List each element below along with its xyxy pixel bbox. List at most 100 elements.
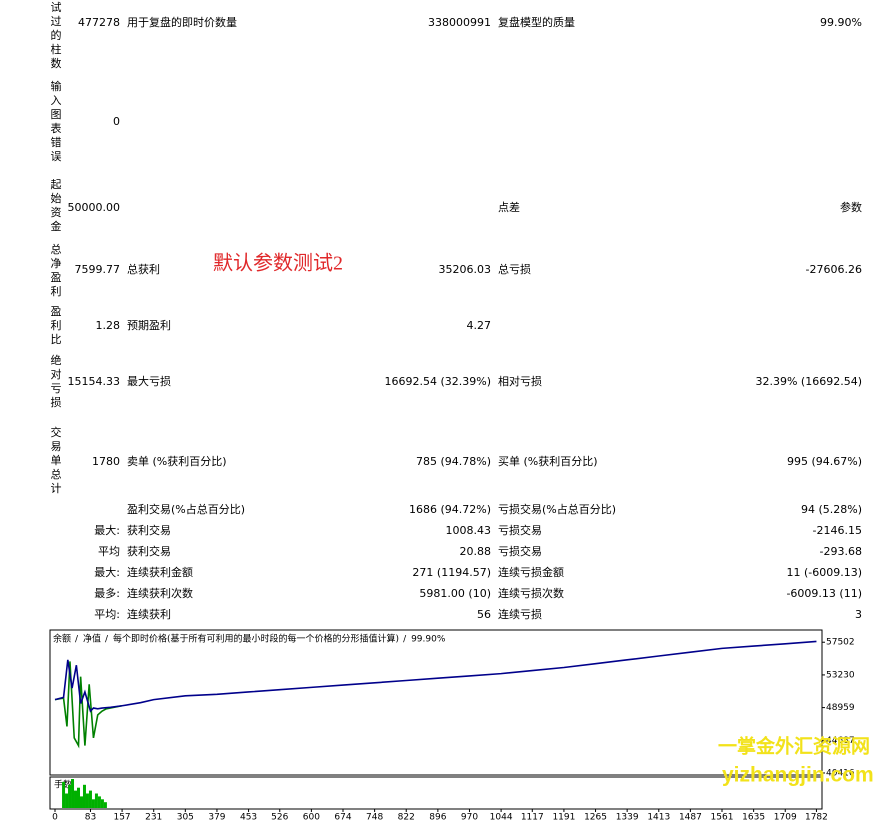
field-value: 94 (5.28%) xyxy=(801,503,862,516)
field-value: 11 (-6009.13) xyxy=(786,566,862,579)
field-label: 用于复盘的即时价数量 xyxy=(127,15,237,29)
field-label: 连续亏损 xyxy=(498,607,542,621)
legend-entry: 净值 xyxy=(83,633,101,645)
x-tick-label: 1709 xyxy=(774,813,797,823)
field-value: 1008.43 xyxy=(446,524,492,537)
legend-entry: 余额 xyxy=(53,633,71,645)
field-value: 7599.77 xyxy=(75,263,121,276)
lot-bar xyxy=(62,781,66,808)
field-value: 16692.54 (32.39%) xyxy=(384,375,491,388)
annotation: 默认参数测试2 xyxy=(213,252,343,275)
row-heading: 总净盈利 xyxy=(51,242,62,298)
field-label: 卖单 (%获利百分比) xyxy=(127,455,227,468)
field-value: 4.27 xyxy=(467,319,492,332)
field-value: 50000.00 xyxy=(68,201,121,214)
series-line xyxy=(54,640,817,713)
field-label: 最大亏损 xyxy=(127,374,171,388)
row-heading: 盈利比 xyxy=(51,305,62,346)
y-tick-label: 48959 xyxy=(826,703,855,713)
x-tick-label: 379 xyxy=(208,813,225,823)
field-value: 参数 xyxy=(840,200,862,214)
field-label: 复盘模型的质量 xyxy=(498,15,575,29)
lot-bar xyxy=(97,796,101,808)
field-value: 5981.00 (10) xyxy=(419,587,491,600)
field-value: 1686 (94.72%) xyxy=(409,503,491,516)
field-value: 785 (94.78%) xyxy=(416,455,491,468)
field-value: 338000991 xyxy=(428,16,491,29)
field-value: 15154.33 xyxy=(68,375,121,388)
chart-frame xyxy=(49,629,823,776)
lot-bar xyxy=(74,790,78,808)
field-value: -6009.13 (11) xyxy=(786,587,862,600)
lot-bar xyxy=(79,796,83,808)
field-label: 连续获利 xyxy=(127,607,171,621)
x-tick-label: 83 xyxy=(85,813,96,823)
field-label: 相对亏损 xyxy=(498,374,542,388)
x-tick-label: 1782 xyxy=(805,813,828,823)
lot-bar xyxy=(71,779,75,808)
row-heading: 起始资金 xyxy=(51,178,62,233)
field-value: 477278 xyxy=(78,16,120,29)
field-value: 最大: xyxy=(94,565,120,579)
lot-bar xyxy=(94,793,98,808)
y-tick-label: 57502 xyxy=(826,638,855,648)
x-tick-label: 1635 xyxy=(742,813,765,823)
row-heading: 试过的柱数 xyxy=(51,1,62,70)
field-value: 99.90% xyxy=(820,16,862,29)
series-line xyxy=(54,661,123,749)
field-value: -2146.15 xyxy=(813,524,862,537)
row-heading: 绝对亏损 xyxy=(51,353,62,409)
field-value: 35206.03 xyxy=(439,263,492,276)
x-tick-label: 305 xyxy=(177,813,194,823)
legend-separator: / xyxy=(403,635,407,645)
field-label: 买单 (%获利百分比) xyxy=(498,455,598,468)
x-tick-label: 453 xyxy=(240,813,257,823)
x-tick-label: 1413 xyxy=(647,813,670,823)
field-value: 平均 xyxy=(98,545,120,558)
field-value: 最多: xyxy=(94,586,120,600)
x-tick-label: 1191 xyxy=(552,813,575,823)
watermark: yizhangjin.com xyxy=(722,764,874,787)
lot-bar xyxy=(68,784,72,808)
lot-bar xyxy=(100,799,104,808)
field-label: 总亏损 xyxy=(498,262,531,276)
legend-separator: / xyxy=(105,635,109,645)
field-label: 预期盈利 xyxy=(127,319,171,332)
y-tick-label: 53230 xyxy=(826,670,855,680)
x-tick-label: 1561 xyxy=(711,813,734,823)
x-tick-label: 1265 xyxy=(584,813,607,823)
field-label: 亏损交易 xyxy=(498,544,542,558)
field-value: 1.28 xyxy=(96,319,121,332)
x-tick-label: 1044 xyxy=(490,813,513,823)
field-value: -27606.26 xyxy=(806,263,862,276)
field-value: -293.68 xyxy=(820,545,862,558)
x-tick-label: 822 xyxy=(398,813,415,823)
lot-bar xyxy=(103,802,107,808)
field-label: 连续获利金额 xyxy=(127,565,193,579)
x-tick-label: 896 xyxy=(429,813,446,823)
legend-separator: / xyxy=(75,635,79,645)
x-tick-label: 526 xyxy=(271,813,288,823)
field-value: 最大: xyxy=(94,523,120,537)
field-value: 56 xyxy=(477,608,491,621)
field-value: 平均: xyxy=(94,608,120,621)
field-value: 0 xyxy=(113,115,120,128)
lot-bar xyxy=(65,793,69,808)
field-label: 获利交易 xyxy=(127,523,171,537)
field-value: 32.39% (16692.54) xyxy=(755,375,862,388)
x-tick-label: 1117 xyxy=(521,813,544,823)
field-label: 连续获利次数 xyxy=(127,586,193,600)
x-tick-label: 157 xyxy=(113,813,130,823)
legend-entry: 每个即时价格(基于所有可利用的最小时段的每一个价格的分形插值计算) xyxy=(113,633,399,645)
field-value: 995 (94.67%) xyxy=(787,455,862,468)
lot-bar xyxy=(77,787,81,808)
field-value: 3 xyxy=(855,608,862,621)
lot-bar xyxy=(82,784,86,808)
field-label: 点差 xyxy=(498,200,520,214)
field-label: 获利交易 xyxy=(127,544,171,558)
lot-bar xyxy=(85,793,89,808)
x-tick-label: 970 xyxy=(461,813,478,823)
field-value: 20.88 xyxy=(460,545,492,558)
y-tick-label: 44687 xyxy=(826,736,855,746)
